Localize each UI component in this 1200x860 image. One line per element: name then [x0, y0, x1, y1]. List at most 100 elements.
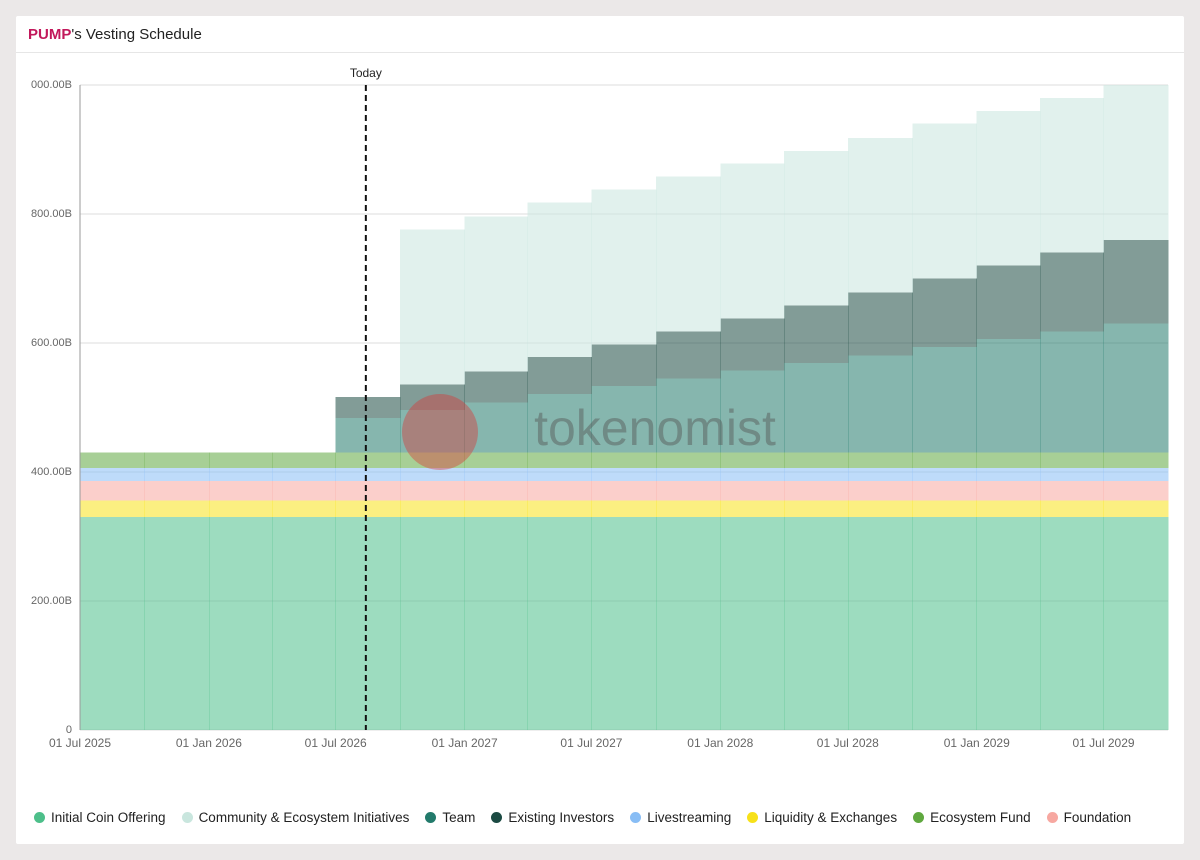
area-step	[400, 468, 466, 482]
watermark-logo	[402, 394, 478, 470]
legend-item[interactable]: Foundation	[1046, 810, 1132, 825]
area-step	[1103, 481, 1169, 501]
area-step	[80, 468, 145, 482]
x-tick-label: 01 Jul 2027	[560, 736, 622, 750]
x-tick-label: 01 Jan 2027	[432, 736, 498, 750]
area-step	[655, 176, 721, 332]
area-step	[80, 517, 145, 730]
x-tick-label: 01 Jan 2026	[176, 736, 242, 750]
area-step	[464, 517, 529, 730]
area-step	[912, 517, 978, 730]
area-step	[912, 468, 978, 482]
area-step	[208, 468, 273, 482]
area-step	[527, 517, 592, 730]
area-step	[464, 452, 529, 469]
header: PUMP's Vesting Schedule	[16, 16, 1184, 53]
area-step	[591, 517, 657, 730]
area-step	[912, 278, 978, 347]
legend-item[interactable]: Liquidity & Exchanges	[747, 810, 897, 825]
area-step	[591, 386, 657, 453]
x-tick-label: 01 Jan 2028	[687, 736, 753, 750]
area-step	[912, 346, 978, 453]
area-step	[591, 500, 657, 518]
area-step	[784, 305, 849, 363]
token-symbol: PUMP	[28, 25, 72, 43]
y-tick-label: 800.00B	[31, 208, 72, 220]
area-step	[527, 500, 592, 518]
area-step	[720, 318, 785, 371]
legend-label: Community & Ecosystem Initiatives	[198, 810, 410, 825]
area-step	[976, 339, 1041, 453]
area-step	[655, 378, 721, 453]
area-step	[464, 371, 529, 403]
area-step	[400, 384, 466, 411]
legend-swatch	[425, 812, 437, 823]
area-step	[400, 229, 466, 385]
area-step	[335, 417, 401, 453]
area-step	[976, 452, 1041, 469]
area-step	[847, 292, 913, 356]
area-step	[591, 344, 657, 387]
area-step	[591, 481, 657, 501]
area-step	[527, 202, 592, 358]
legend-item[interactable]: Livestreaming	[630, 810, 731, 825]
area-step	[847, 500, 913, 518]
area-step	[271, 500, 337, 518]
x-tick-label: 01 Jan 2029	[944, 736, 1010, 750]
area-step	[335, 397, 401, 418]
area-step	[80, 500, 145, 518]
area-step	[784, 517, 849, 730]
legend-label: Existing Investors	[508, 810, 615, 825]
area-step	[912, 481, 978, 501]
legend-item[interactable]: Community & Ecosystem Initiatives	[181, 810, 410, 825]
area-step	[655, 481, 721, 501]
legend-label: Team	[442, 810, 476, 825]
area-step	[720, 452, 785, 469]
area-step	[271, 452, 337, 469]
area-step	[847, 137, 913, 293]
legend-swatch	[1046, 812, 1058, 823]
legend-swatch	[913, 812, 925, 823]
x-tick-label: 01 Jul 2028	[817, 736, 879, 750]
area-step	[720, 517, 785, 730]
legend-label: Liquidity & Exchanges	[764, 810, 898, 825]
area-step	[912, 123, 978, 279]
area-step	[847, 481, 913, 501]
legend-item[interactable]: Ecosystem Fund	[913, 810, 1031, 825]
legend-item[interactable]: Existing Investors	[491, 810, 614, 825]
area-step	[1103, 239, 1169, 324]
area-step	[208, 481, 273, 501]
area-step	[400, 452, 466, 469]
legend-swatch	[747, 812, 759, 823]
legend-label: Initial Coin Offering	[51, 810, 166, 825]
area-step	[144, 500, 210, 518]
legend-label: Foundation	[1063, 810, 1132, 825]
chart: 0 200.00B 400.00B 600.00B 800.00B 000.00B 01 J…	[31, 66, 1169, 750]
area-step	[976, 265, 1041, 340]
area-step	[784, 150, 849, 306]
legend-item[interactable]: Initial Coin Offering	[34, 810, 166, 825]
area-step	[144, 452, 210, 469]
area-step	[1103, 517, 1169, 730]
area-step	[144, 517, 210, 730]
watermark: tokenomist	[534, 400, 776, 456]
legend: Initial Coin Offering Community & Ecosyst…	[34, 810, 1131, 825]
area-step	[784, 500, 849, 518]
area-step	[847, 517, 913, 730]
area-step	[1039, 468, 1105, 482]
area-step	[720, 468, 785, 482]
area-step	[720, 370, 785, 453]
area-step	[1103, 468, 1169, 482]
area-step	[655, 452, 721, 469]
area-step	[335, 468, 401, 482]
area-step	[655, 517, 721, 730]
area-step	[144, 481, 210, 501]
area-step	[400, 517, 466, 730]
legend-label: Livestreaming	[647, 810, 732, 825]
legend-item[interactable]: Team	[425, 810, 475, 825]
area-step	[335, 481, 401, 501]
area-step	[271, 468, 337, 482]
y-tick-label: 0	[66, 724, 72, 736]
area-step	[1103, 323, 1169, 453]
legend-swatch	[630, 812, 642, 823]
